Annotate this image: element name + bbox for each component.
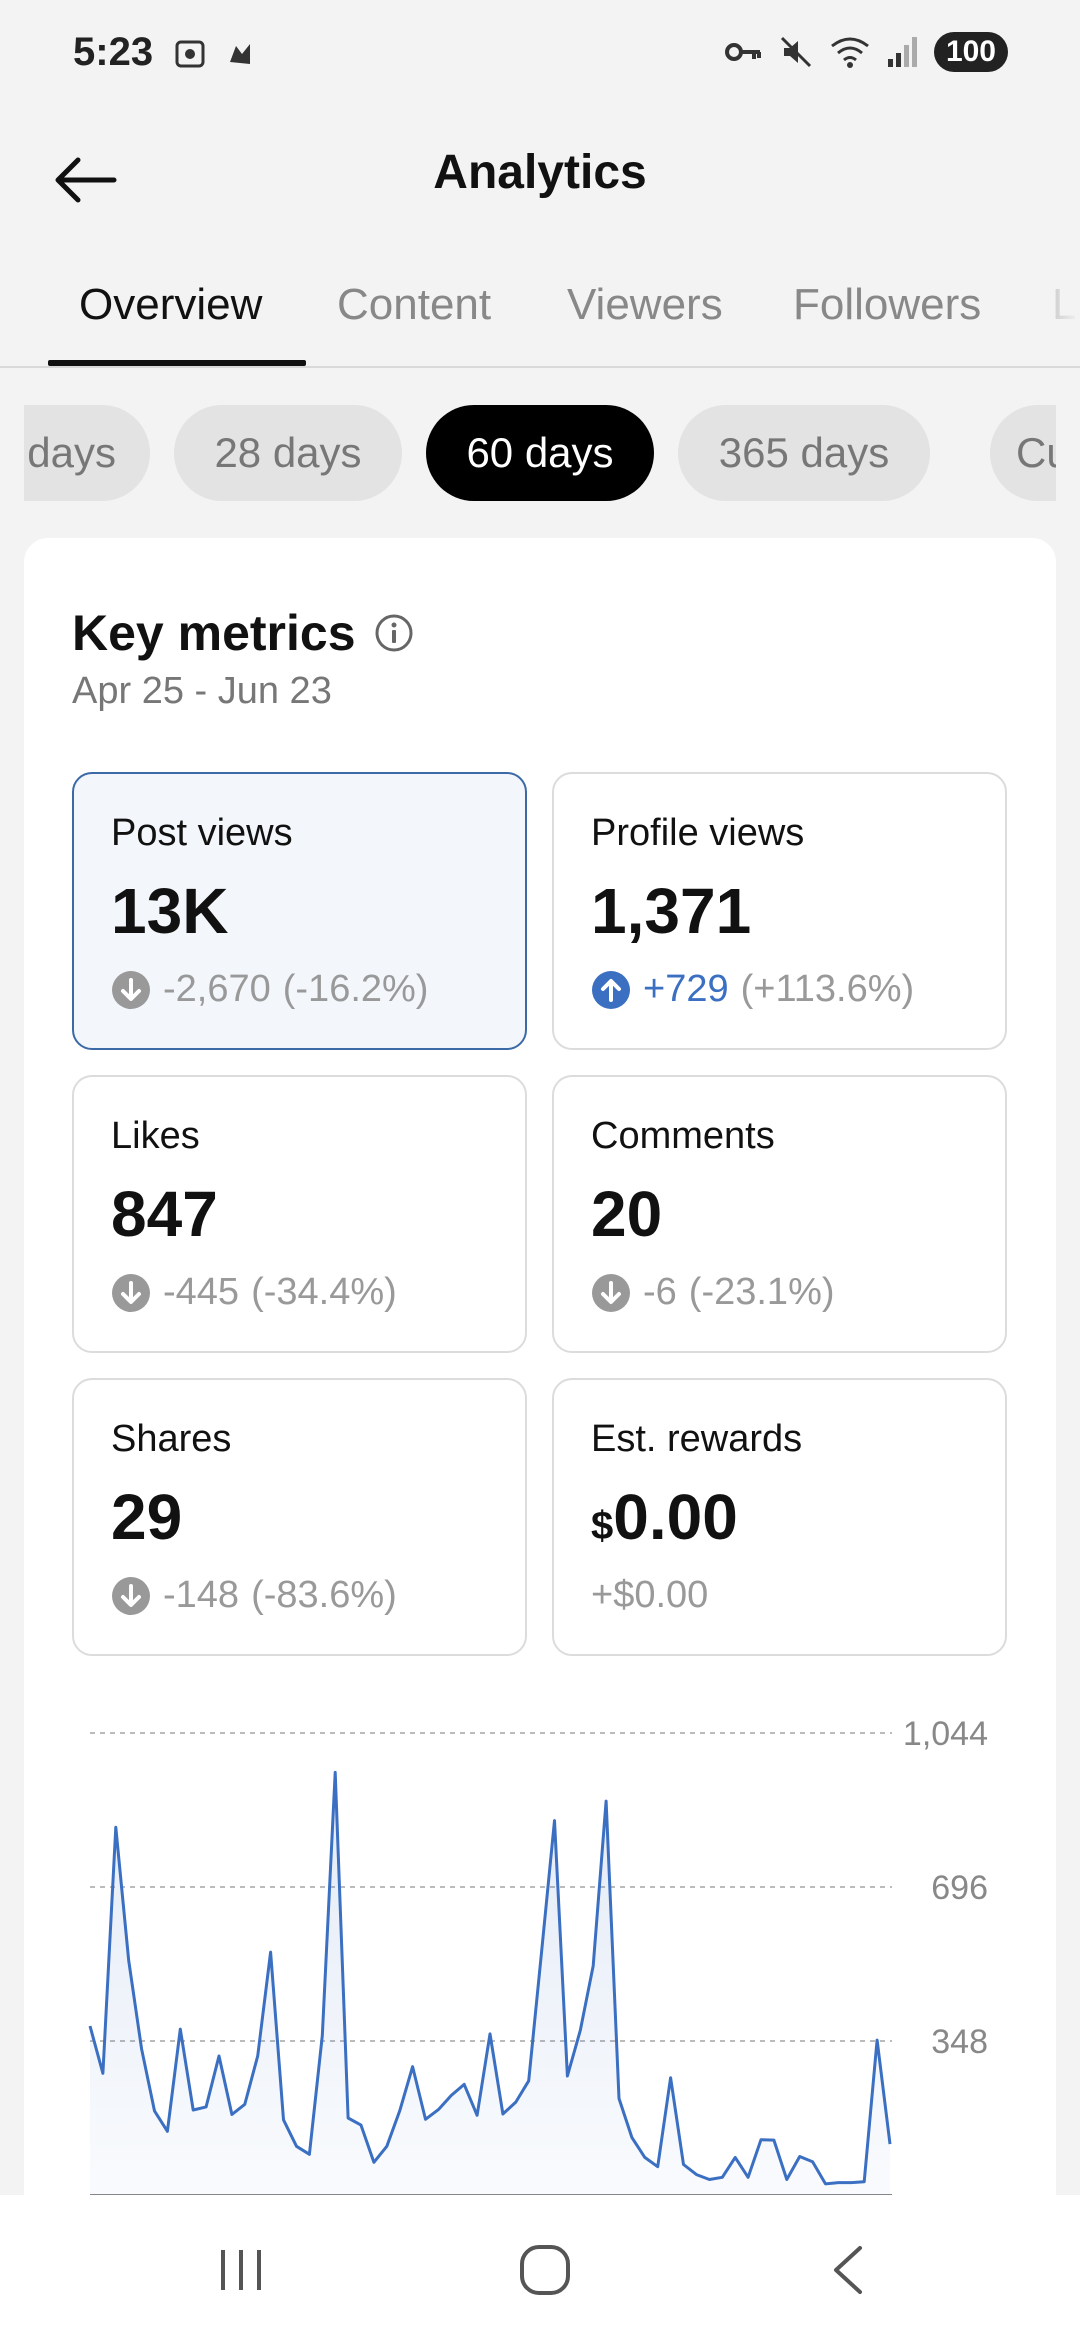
metric-label: Est. rewards xyxy=(591,1418,803,1460)
metric-amount: 0.00 xyxy=(613,1481,738,1553)
notification-icon xyxy=(230,44,250,64)
home-icon xyxy=(520,2245,570,2295)
metric-change: +$0.00 xyxy=(591,1574,708,1617)
screenshot-icon xyxy=(175,40,205,68)
tab-followers[interactable]: Followers xyxy=(793,280,982,329)
metric-value: $0.00 xyxy=(591,1480,738,1554)
tab-viewers[interactable]: Viewers xyxy=(567,280,723,329)
metric-change: -2,670 (-16.2%) xyxy=(111,968,428,1011)
date-range-chips: days 28 days 60 days 365 days Cus xyxy=(24,405,1056,505)
metric-profile-views[interactable]: Profile views 1,371 +729 (+113.6%) xyxy=(552,772,1007,1050)
change-percent: (-83.6%) xyxy=(251,1574,397,1616)
key-metrics-card: Key metrics Apr 25 - Jun 23 Post views 1… xyxy=(24,538,1056,2298)
back-arrow-icon xyxy=(55,157,117,203)
metric-post-views[interactable]: Post views 13K -2,670 (-16.2%) xyxy=(72,772,527,1050)
metric-label: Post views xyxy=(111,812,293,854)
down-arrow-icon xyxy=(112,1576,150,1615)
signal-icon xyxy=(887,37,917,67)
chip-365-days[interactable]: 365 days xyxy=(678,405,930,501)
system-back-icon xyxy=(834,2246,862,2294)
tabs-fade xyxy=(1000,250,1080,366)
change-amount: +729 xyxy=(643,968,729,1010)
chart-y-tick-label: 696 xyxy=(931,1869,988,1907)
metric-change: +729 (+113.6%) xyxy=(591,968,914,1011)
chart-series-line xyxy=(88,1770,892,2186)
change-percent: (-16.2%) xyxy=(282,968,429,1010)
change-amount: -6 xyxy=(643,1271,677,1313)
metric-comments[interactable]: Comments 20 -6 (-23.1%) xyxy=(552,1075,1007,1353)
back-button[interactable] xyxy=(40,135,130,225)
chip-7-days[interactable]: days xyxy=(24,405,150,501)
change-percent: (+113.6%) xyxy=(740,968,915,1010)
tab-bar: Overview Content Viewers Followers L xyxy=(0,250,1080,368)
active-tab-indicator xyxy=(48,360,306,366)
metric-label: Profile views xyxy=(591,812,805,854)
metric-label: Likes xyxy=(111,1115,200,1157)
chart-area-fill xyxy=(90,1772,890,2195)
chip-28-days[interactable]: 28 days xyxy=(174,405,402,501)
metric-label: Comments xyxy=(591,1115,775,1157)
status-bar: 5:23 100 xyxy=(0,0,1080,110)
currency-symbol: $ xyxy=(591,1504,614,1548)
metric-value: 20 xyxy=(591,1178,663,1250)
date-range-label: Apr 25 - Jun 23 xyxy=(72,670,332,712)
metric-change: -445 (-34.4%) xyxy=(111,1271,397,1314)
mute-icon xyxy=(780,36,811,68)
metric-value: 29 xyxy=(111,1481,183,1553)
change-percent: (-34.4%) xyxy=(251,1271,397,1313)
metric-label: Shares xyxy=(111,1418,232,1460)
down-arrow-icon xyxy=(112,1273,150,1312)
tab-overview[interactable]: Overview xyxy=(79,280,263,329)
battery-indicator: 100 xyxy=(933,32,1008,72)
metric-shares[interactable]: Shares 29 -148 (-83.6%) xyxy=(72,1378,527,1656)
chart-y-tick-label: 348 xyxy=(931,2023,988,2061)
vpn-key-icon xyxy=(724,43,761,61)
home-button[interactable] xyxy=(500,2235,590,2305)
metric-change: -148 (-83.6%) xyxy=(111,1574,397,1617)
recent-apps-icon xyxy=(221,2250,261,2290)
metric-est-rewards[interactable]: Est. rewards $0.00 +$0.00 xyxy=(552,1378,1007,1656)
post-views-chart: 1,044 696 348 xyxy=(88,1715,988,2196)
change-percent: (-23.1%) xyxy=(688,1271,835,1313)
metric-value: 1,371 xyxy=(591,875,752,947)
metric-value: 847 xyxy=(111,1178,218,1250)
tab-content[interactable]: Content xyxy=(337,280,492,329)
key-metrics-title: Key metrics xyxy=(72,605,356,661)
change-amount: -445 xyxy=(163,1271,240,1313)
info-icon[interactable] xyxy=(374,613,414,653)
metric-value: 13K xyxy=(111,875,229,947)
status-right-icons: 100 xyxy=(724,32,1008,72)
recent-apps-button[interactable] xyxy=(196,2235,286,2305)
metric-change: -6 (-23.1%) xyxy=(591,1271,835,1314)
system-nav-bar xyxy=(0,2195,1080,2340)
header: Analytics xyxy=(0,110,1080,240)
status-left-icons xyxy=(172,36,258,72)
change-amount: -2,670 xyxy=(163,968,271,1010)
system-back-button[interactable] xyxy=(802,2235,892,2305)
up-arrow-icon xyxy=(592,970,630,1009)
status-time: 5:23 xyxy=(73,30,154,74)
page-title: Analytics xyxy=(433,146,647,199)
metric-likes[interactable]: Likes 847 -445 (-34.4%) xyxy=(72,1075,527,1353)
chip-custom[interactable]: Cus xyxy=(990,405,1056,501)
key-metrics-header: Key metrics xyxy=(72,604,414,662)
change-amount: +$0.00 xyxy=(591,1574,709,1616)
change-amount: -148 xyxy=(163,1574,240,1616)
down-arrow-icon xyxy=(592,1273,630,1312)
down-arrow-icon xyxy=(112,970,150,1009)
chip-60-days[interactable]: 60 days xyxy=(426,405,654,501)
wifi-icon xyxy=(831,37,869,68)
chart-y-tick-label: 1,044 xyxy=(903,1715,988,1753)
